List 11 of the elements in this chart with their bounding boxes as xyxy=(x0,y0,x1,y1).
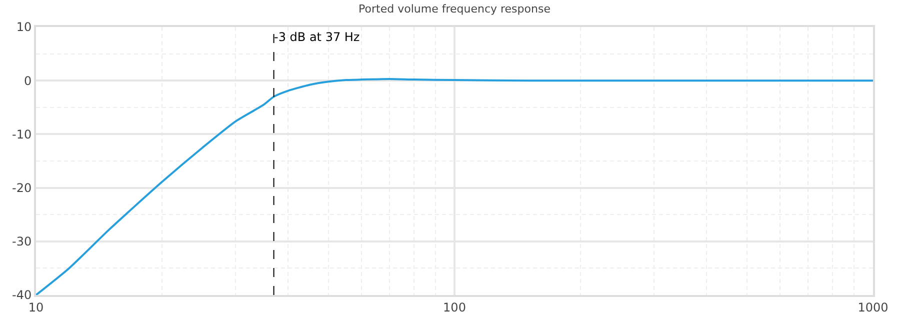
ref-line-label: -3 dB at 37 Hz xyxy=(274,30,360,44)
y-tick-label: 0 xyxy=(24,74,32,88)
x-tick-label: 10 xyxy=(28,300,44,314)
x-tick-label: 1000 xyxy=(858,300,888,314)
y-tick-label: -20 xyxy=(12,181,32,195)
y-tick-label: -30 xyxy=(12,234,32,249)
chart-title: Ported volume frequency response xyxy=(358,2,551,16)
x-tick-label: 100 xyxy=(443,300,466,314)
y-tick-label: -40 xyxy=(12,288,32,302)
y-tick-label: 10 xyxy=(16,20,32,34)
y-tick-label: -10 xyxy=(12,127,32,142)
